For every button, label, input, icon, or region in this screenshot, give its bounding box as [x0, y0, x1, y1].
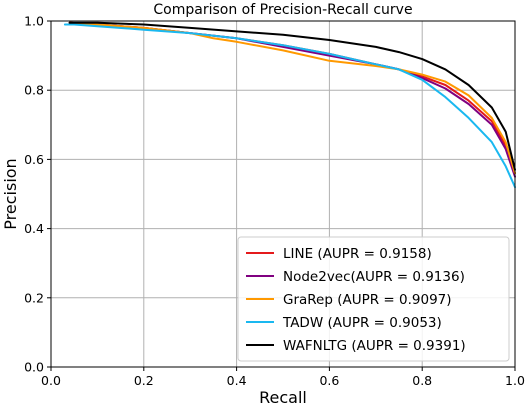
y-tick-label-3: 0.6	[24, 152, 44, 167]
legend-label-1: Node2vec(AUPR = 0.9136)	[283, 269, 465, 285]
series-line-0	[68, 21, 516, 175]
chart-title: Comparison of Precision-Recall curve	[153, 2, 412, 18]
legend-box	[237, 236, 510, 362]
legend: LINE (AUPR = 0.9158) Node2vec(AUPR = 0.91…	[237, 236, 510, 362]
x-axis-ticks: 0.0 0.2 0.4 0.6 0.8 1.0	[41, 367, 525, 388]
y-tick-label-4: 0.8	[24, 83, 44, 98]
legend-label-0: LINE (AUPR = 0.9158)	[283, 246, 432, 262]
x-tick-label-4: 0.8	[412, 373, 432, 388]
x-tick-label-0: 0.0	[41, 373, 61, 388]
y-tick-label-5: 1.0	[24, 14, 44, 29]
series-lines	[63, 21, 516, 189]
y-tick-label-0: 0.0	[24, 360, 44, 375]
legend-label-4: WAFNLTG (AUPR = 0.9391)	[283, 338, 466, 354]
x-tick-label-5: 1.0	[505, 373, 525, 388]
y-axis-label: Precision	[1, 158, 20, 229]
x-tick-label-1: 0.2	[134, 373, 154, 388]
y-tick-label-1: 0.2	[24, 290, 44, 305]
x-tick-label-2: 0.4	[227, 373, 247, 388]
y-tick-label-2: 0.4	[24, 221, 44, 236]
series-line-4	[68, 21, 516, 171]
series-line-2	[68, 21, 516, 175]
legend-label-2: GraRep (AUPR = 0.9097)	[283, 292, 452, 308]
x-tick-label-3: 0.6	[319, 373, 339, 388]
y-axis-ticks: 0.0 0.2 0.4 0.6 0.8 1.0	[24, 14, 51, 375]
x-axis-label: Recall	[259, 388, 307, 407]
series-line-3	[63, 23, 516, 189]
plot-frame	[50, 20, 516, 368]
legend-label-3: TADW (AUPR = 0.9053)	[282, 315, 442, 331]
